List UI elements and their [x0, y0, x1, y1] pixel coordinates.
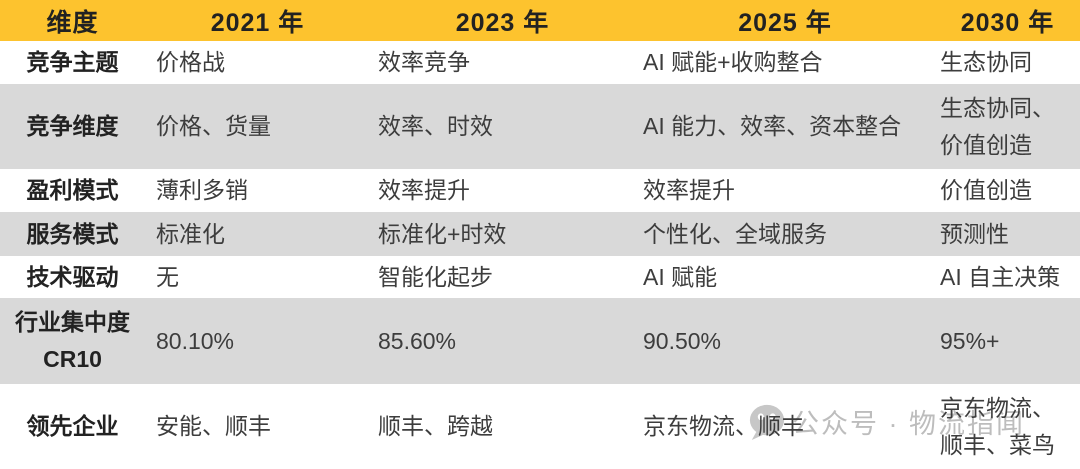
cell-dimension-2023: 效率、时效 — [378, 113, 493, 140]
table-row: 盈利模式 薄利多销 效率提升 效率提升 价值创造 — [0, 169, 1080, 212]
table-row: 技术驱动 无 智能化起步 AI 赋能 AI 自主决策 — [0, 256, 1080, 298]
label-leading-companies: 领先企业 — [26, 413, 119, 440]
table-row: 竞争维度 价格、货量 效率、时效 AI 能力、效率、资本整合 生态协同、 价值创… — [0, 84, 1080, 169]
label-profit-model: 盈利模式 — [26, 177, 119, 204]
cell-service-2025: 个性化、全域服务 — [643, 220, 827, 247]
cell-leaders-2030: 京东物流、 顺丰、菜鸟 — [940, 394, 1055, 458]
cell-service-2023: 标准化+时效 — [378, 220, 507, 247]
cell-dimension-2025: AI 能力、效率、资本整合 — [643, 113, 902, 140]
table-row: 行业集中度 CR10 80.10% 85.60% 90.50% 95%+ — [0, 298, 1080, 384]
table-row: 服务模式 标准化 标准化+时效 个性化、全域服务 预测性 — [0, 212, 1080, 256]
cell-profit-2021: 薄利多销 — [156, 177, 248, 204]
header-2021: 2021 年 — [210, 8, 305, 37]
label-competition-dimension: 竞争维度 — [26, 113, 119, 140]
cell-leaders-2021: 安能、顺丰 — [156, 413, 271, 440]
cell-profit-2025: 效率提升 — [643, 177, 735, 204]
cell-dimension-2021: 价格、货量 — [156, 113, 271, 140]
table-row: 领先企业 安能、顺丰 顺丰、跨越 京东物流、顺丰 京东物流、 顺丰、菜鸟 — [0, 384, 1080, 469]
cell-leaders-2025: 京东物流、顺丰 — [643, 413, 804, 440]
cell-tech-2030: AI 自主决策 — [940, 263, 1061, 290]
table-header-row: 维度 2021 年 2023 年 2025 年 2030 年 — [0, 0, 1080, 41]
cell-dimension-2030: 生态协同、 价值创造 — [940, 94, 1055, 158]
cell-service-2030: 预测性 — [940, 220, 1009, 247]
cell-cr10-2023: 85.60% — [378, 327, 457, 354]
cell-profit-2023: 效率提升 — [378, 177, 470, 204]
cell-cr10-2021: 80.10% — [156, 327, 235, 354]
cell-leaders-2023: 顺丰、跨越 — [378, 413, 493, 440]
cell-cr10-2030: 95%+ — [940, 327, 1000, 354]
cell-tech-2021: 无 — [156, 263, 179, 290]
cell-theme-2023: 效率竞争 — [378, 49, 470, 76]
cell-service-2021: 标准化 — [156, 220, 225, 247]
cell-tech-2023: 智能化起步 — [378, 263, 493, 290]
label-tech-driver: 技术驱动 — [26, 263, 119, 290]
header-2030: 2030 年 — [960, 8, 1055, 37]
cell-tech-2025: AI 赋能 — [643, 263, 718, 290]
label-service-model: 服务模式 — [26, 220, 119, 247]
header-2025: 2025 年 — [738, 8, 832, 37]
cell-theme-2025: AI 赋能+收购整合 — [643, 49, 823, 76]
cell-theme-2021: 价格战 — [156, 49, 225, 76]
cell-profit-2030: 价值创造 — [940, 177, 1032, 204]
table-row: 竞争主题 价格战 效率竞争 AI 赋能+收购整合 生态协同 — [0, 41, 1080, 84]
label-competition-theme: 竞争主题 — [26, 49, 119, 76]
cell-cr10-2025: 90.50% — [643, 327, 722, 354]
cell-theme-2030: 生态协同 — [940, 49, 1032, 76]
label-industry-concentration-cr10: 行业集中度 CR10 — [15, 309, 130, 372]
header-dimension: 维度 — [46, 8, 99, 37]
header-2023: 2023 年 — [455, 8, 550, 37]
